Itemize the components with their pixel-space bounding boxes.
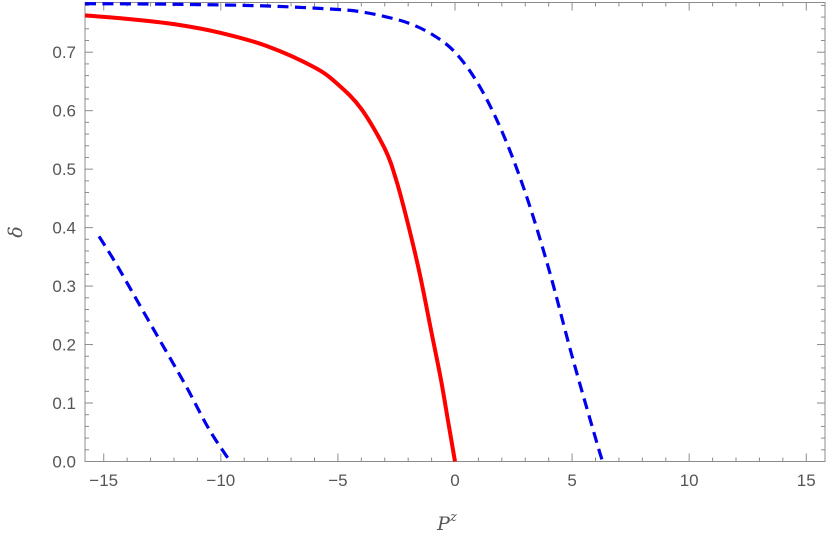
x-tick-label: 5 (567, 471, 576, 490)
y-tick-label: 0.4 (52, 219, 76, 238)
x-tick-label: 15 (797, 471, 816, 490)
tick-labels: −15 −10 −5 0 5 10 15 0.0 0.1 0.2 0.3 0.4 0.5 0.6 0.7 (52, 43, 815, 490)
dashed-series-line-1 (84, 2, 605, 462)
y-tick-label: 0.1 (52, 394, 76, 413)
x-tick-label: −10 (206, 471, 235, 490)
x-axis-title: Pz (436, 510, 457, 535)
solid-series-line-0 (84, 13, 457, 462)
y-tick-label: 0.7 (52, 43, 76, 62)
axis-ticks (85, 2, 825, 462)
x-axis-title-superscript: z (449, 510, 457, 525)
y-tick-label: 0.6 (52, 102, 76, 121)
x-tick-label: 10 (680, 471, 699, 490)
x-axis-title-base: P (436, 513, 451, 535)
y-tick-label: 0.0 (52, 453, 76, 472)
x-tick-label: −5 (328, 471, 347, 490)
y-tick-label: 0.2 (52, 336, 76, 355)
y-axis-title: δ (5, 226, 27, 237)
plot-frame (84, 2, 826, 462)
x-tick-label: −15 (89, 471, 118, 490)
y-tick-label: 0.3 (52, 277, 76, 296)
y-tick-label: 0.5 (52, 160, 76, 179)
dashed-series-line-2 (97, 235, 232, 463)
x-tick-label: 0 (450, 471, 459, 490)
series-layer (84, 2, 605, 463)
